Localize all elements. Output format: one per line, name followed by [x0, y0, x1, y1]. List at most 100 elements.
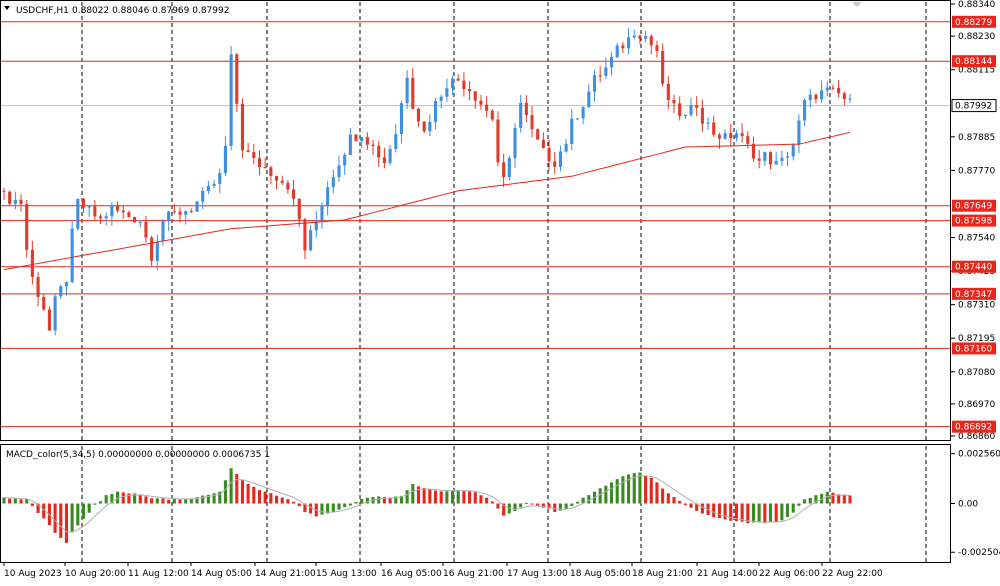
macd-bar	[76, 503, 80, 526]
macd-bar	[541, 503, 545, 508]
macd-bar	[746, 503, 750, 524]
candle-body	[116, 205, 120, 211]
candle-body	[570, 118, 574, 144]
candle-body	[252, 152, 256, 159]
macd-bar	[161, 498, 165, 504]
scroll-indicator-icon[interactable]	[852, 2, 862, 7]
candle-body	[462, 80, 466, 90]
macd-bar	[388, 497, 392, 504]
price-tick-label: 0.87195	[958, 334, 995, 344]
candle-body	[30, 249, 34, 277]
candle-body	[87, 206, 91, 208]
macd-bar	[360, 498, 364, 504]
price-tick-label: 0.88230	[958, 32, 995, 42]
macd-bar	[780, 503, 784, 521]
candle-body	[354, 134, 358, 141]
candle-body	[609, 56, 614, 68]
macd-pane[interactable]	[2, 446, 927, 562]
candle-body	[343, 154, 347, 166]
candle-body	[93, 206, 97, 217]
candle-body	[638, 35, 642, 39]
macd-bar	[235, 473, 239, 504]
time-tick-label: 14 Aug 05:00	[191, 569, 252, 579]
candle-body	[490, 110, 494, 120]
macd-bar	[303, 503, 307, 512]
candle-body	[76, 198, 80, 229]
time-tick-label: 16 Aug 05:00	[381, 569, 442, 579]
candle-body	[212, 183, 216, 186]
macd-bar	[575, 501, 580, 504]
level-tag	[952, 287, 996, 300]
macd-bar	[678, 500, 682, 504]
symbol-dropdown-icon[interactable]	[4, 6, 10, 10]
candle-body	[751, 143, 756, 159]
candle-body	[502, 162, 506, 178]
macd-bar	[178, 499, 182, 504]
level-tag	[952, 15, 996, 28]
macd-bar	[808, 497, 812, 504]
macd-bar	[297, 503, 301, 507]
candle-body	[274, 176, 279, 181]
candle-body	[320, 205, 324, 221]
candle-body	[19, 199, 23, 204]
candle-body	[263, 167, 267, 169]
macd-bar	[729, 503, 733, 521]
candle-body	[496, 119, 500, 163]
macd-bar	[337, 503, 341, 510]
macd-bar	[717, 503, 721, 519]
time-axis[interactable]: 10 Aug 2023 10 Aug 20:00 11 Aug 12:00 14 Au…	[3, 562, 883, 579]
macd-bar	[292, 501, 296, 504]
candle-body	[456, 78, 460, 81]
candle-body	[218, 173, 222, 184]
candle-body	[303, 219, 307, 251]
horizontal-levels[interactable]	[0, 21, 951, 428]
candle-body	[297, 198, 301, 220]
macd-bar	[30, 503, 34, 506]
macd-bar	[87, 503, 91, 513]
time-tick-label: 10 Aug 2023	[4, 569, 62, 579]
candle-body	[649, 36, 653, 46]
macd-bar	[377, 496, 381, 504]
macd-bar	[751, 503, 756, 523]
time-tick-label: 18 Aug 21:00	[632, 569, 693, 579]
candle-body	[814, 94, 818, 100]
macd-bar	[331, 503, 335, 512]
price-axis[interactable]: 0.88340 0.88230 0.88115 0.87885 0.87770 0.875…	[951, 0, 997, 442]
macd-bar	[644, 475, 648, 504]
candle-body	[280, 180, 284, 183]
macd-bar	[365, 497, 369, 504]
candle-body	[825, 87, 829, 91]
level-tag-label: 0.88279	[955, 18, 992, 28]
macd-bar	[553, 503, 557, 513]
candle-body	[36, 276, 40, 297]
time-tick-label: 22 Aug 06:00	[759, 569, 820, 579]
macd-bar	[19, 499, 23, 504]
macd-bar	[842, 495, 846, 504]
macd-bar	[848, 495, 852, 504]
candle-body	[411, 77, 415, 109]
candle-body	[746, 136, 750, 144]
macd-bar	[700, 503, 704, 514]
candle-body	[541, 139, 545, 148]
candle-body	[13, 199, 17, 204]
macd-bar	[496, 503, 500, 509]
candle-body	[201, 191, 205, 202]
candle-body	[206, 185, 210, 192]
macd-bar	[422, 487, 426, 504]
macd-bar	[394, 496, 398, 504]
macd-bar	[468, 491, 472, 504]
candle-body	[399, 103, 404, 134]
candle-body	[326, 187, 330, 206]
price-pane[interactable]	[0, 2, 951, 440]
candle-body	[621, 45, 625, 49]
candle-body	[240, 103, 245, 151]
macd-axis[interactable]: 0.0025606 0.00 -0.0025042	[951, 450, 1000, 559]
macd-bar	[286, 499, 290, 504]
macd-bar	[70, 503, 74, 533]
macd-bar	[536, 503, 540, 506]
candle-body	[144, 221, 148, 238]
macd-bar	[774, 503, 778, 522]
candle-body	[507, 157, 511, 178]
level-tag	[952, 55, 996, 68]
